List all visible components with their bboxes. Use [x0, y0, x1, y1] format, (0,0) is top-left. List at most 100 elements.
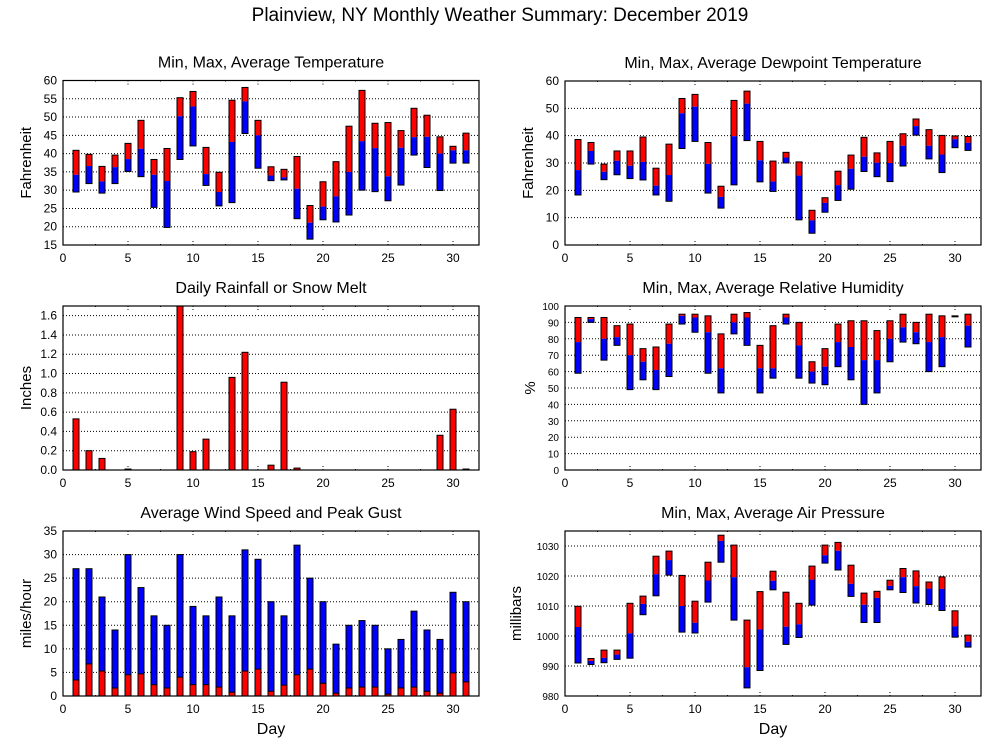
bar-max-segment: [913, 118, 919, 127]
bar-outline: [332, 161, 340, 223]
bar-outline: [410, 107, 418, 156]
bar-max-segment: [887, 141, 893, 163]
bar-max-segment: [125, 143, 131, 160]
bar-max-segment: [744, 91, 750, 104]
bar-outline: [613, 649, 621, 660]
bar-outline: [163, 147, 171, 228]
bar-avg-segment: [627, 165, 633, 179]
bar-max-segment: [666, 324, 672, 344]
bar-outline: [613, 325, 621, 346]
bar-peak-gust: [358, 620, 366, 697]
bar-max-segment: [359, 90, 365, 142]
bar-avg-segment: [614, 160, 620, 175]
bar-avg-segment: [359, 141, 365, 191]
bar-max-segment: [874, 330, 880, 361]
bar-rainfall: [98, 457, 106, 471]
y-tick-label: 55: [44, 92, 58, 106]
bar-outline: [254, 119, 262, 169]
bar-avg-segment: [822, 555, 828, 564]
bar-peak-gust: [384, 648, 392, 697]
bar-outline: [782, 313, 790, 325]
bar-avg-segment: [588, 319, 594, 323]
x-tick-label: 20: [316, 476, 330, 490]
bar-avg-segment: [463, 150, 469, 164]
bar-max-segment: [424, 115, 430, 137]
bar-avg-segment: [242, 101, 248, 134]
bar-max-segment: [718, 186, 724, 197]
bar-avg-segment: [796, 345, 802, 379]
y-tick-label: 10: [546, 211, 560, 225]
y-tick-label: 5: [50, 665, 57, 679]
bar-max-segment: [614, 650, 620, 655]
bar-avg-segment: [99, 181, 105, 194]
bar-peak-gust: [72, 568, 80, 697]
bar-max-segment: [809, 566, 815, 580]
bar-avg-wind: [449, 672, 457, 697]
y-tick-label: 1010: [537, 602, 560, 613]
bar-outline: [678, 313, 686, 325]
y-tick-label: 15: [44, 618, 58, 632]
bar-avg-segment: [770, 580, 776, 590]
x-tick-label: 15: [753, 476, 767, 490]
bar-avg-segment: [874, 162, 880, 177]
bar-outline: [124, 142, 132, 173]
bar-max-segment: [848, 320, 854, 347]
bar-max-segment: [770, 571, 776, 581]
bar-rainfall: [85, 450, 93, 471]
bar-avg-segment: [939, 154, 945, 173]
page-title: Plainview, NY Monthly Weather Summary: D…: [251, 5, 749, 26]
bar-max-segment: [575, 317, 581, 343]
bar-peak-gust: [293, 544, 301, 697]
bar-outline: [176, 97, 184, 160]
x-tick-label: 0: [60, 476, 67, 490]
x-tick-label: 25: [883, 476, 897, 490]
bar-max-segment: [783, 592, 789, 627]
bar-avg-segment: [177, 116, 183, 160]
bar-outline: [600, 163, 608, 181]
bar-outline: [821, 348, 829, 386]
bar-max-segment: [900, 314, 906, 328]
y-tick-label: 20: [548, 433, 560, 444]
bar-max-segment: [575, 139, 581, 171]
y-tick-label: 50: [546, 101, 560, 115]
bar-avg-segment: [73, 174, 79, 192]
bar-outline: [717, 333, 725, 394]
bar-outline: [85, 153, 93, 185]
bar-outline: [834, 541, 842, 571]
bar-outline: [769, 325, 777, 379]
x-tick-label: 15: [251, 702, 265, 716]
bar-avg-wind: [241, 670, 249, 697]
bar-avg-segment: [385, 176, 391, 201]
bar-avg-segment: [679, 315, 685, 325]
bar-peak-gust: [202, 615, 210, 697]
y-tick-label: 0: [50, 689, 57, 703]
bar-outline: [730, 544, 738, 621]
y-tick-label: 0: [553, 466, 559, 477]
y-tick-label: 30: [44, 548, 58, 562]
bar-outline: [873, 330, 881, 394]
y-tick-label: 30: [546, 156, 560, 170]
bar-max-segment: [822, 545, 828, 556]
bar-avg-segment: [411, 137, 417, 156]
bar-outline: [72, 149, 80, 193]
bar-max-segment: [679, 575, 685, 606]
bar-outline: [150, 158, 158, 208]
bar-outline: [912, 118, 920, 136]
bar-avg-wind: [423, 690, 431, 697]
bar-outline: [384, 122, 392, 202]
bar-outline: [691, 313, 699, 333]
bar-avg-segment: [731, 136, 737, 185]
x-tick-label: 5: [125, 476, 132, 490]
bar-peak-gust: [228, 615, 236, 697]
bar-rainfall: [202, 438, 210, 471]
bar-max-segment: [679, 314, 685, 316]
bar-max-segment: [203, 147, 209, 175]
bar-avg-segment: [731, 577, 737, 621]
bar-rainfall: [267, 464, 275, 471]
bar-avg-segment: [601, 171, 607, 180]
bar-outline: [795, 602, 803, 638]
plot-frame: [564, 530, 982, 697]
bar-avg-segment: [164, 181, 170, 228]
bar-avg-segment: [913, 332, 919, 344]
bar-avg-segment: [112, 167, 118, 184]
